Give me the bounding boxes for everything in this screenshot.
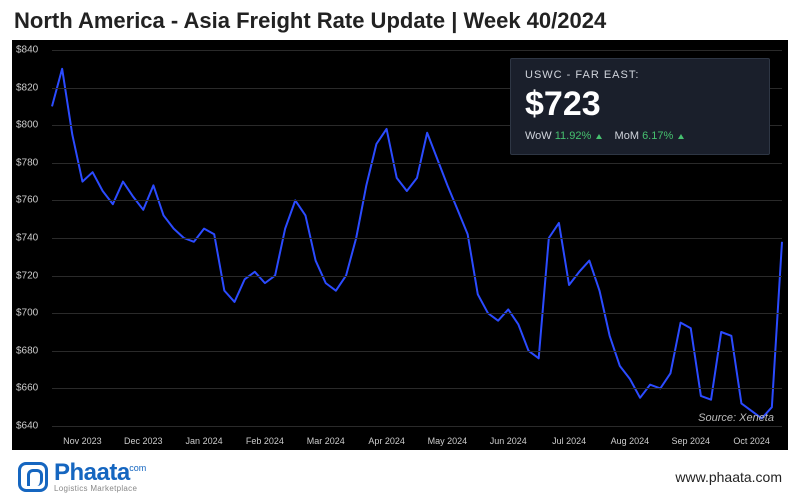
gridline (52, 50, 782, 51)
y-axis-label: $780 (16, 157, 38, 168)
arrow-up-icon (596, 134, 602, 139)
y-axis-label: $720 (16, 270, 38, 281)
logo-name: Phaata (54, 461, 130, 485)
x-axis-label: Jan 2024 (186, 436, 223, 446)
x-axis-label: May 2024 (428, 436, 468, 446)
gridline (52, 163, 782, 164)
chart-source: Source: Xeneta (698, 412, 774, 424)
x-axis-label: Feb 2024 (246, 436, 284, 446)
y-axis-label: $660 (16, 383, 38, 394)
y-axis: $840 $820 $800 $780 $760 $740 $720 $700 $680 $660… (12, 40, 52, 450)
arrow-up-icon (678, 134, 684, 139)
y-axis-label: $740 (16, 233, 38, 244)
x-axis-label: Aug 2024 (611, 436, 650, 446)
x-axis-label: Nov 2023 (63, 436, 102, 446)
y-axis-label: $680 (16, 345, 38, 356)
mom-value: 6.17% (642, 130, 673, 142)
footer: Phaata .com Logistics Marketplace www.ph… (0, 450, 800, 498)
x-axis-label: Mar 2024 (307, 436, 345, 446)
gridline (52, 200, 782, 201)
gridline (52, 276, 782, 277)
y-axis-label: $820 (16, 82, 38, 93)
x-axis-label: Jul 2024 (552, 436, 586, 446)
gridline (52, 313, 782, 314)
wow-value: 11.92% (555, 130, 592, 142)
gridline (52, 388, 782, 389)
info-stats: WoW 11.92% MoM 6.17% (525, 130, 755, 142)
wow-label: WoW (525, 130, 552, 142)
info-date: 2 OCT 2024 (661, 15, 764, 36)
y-axis-label: $840 (16, 45, 38, 56)
x-axis-label: Sep 2024 (671, 436, 710, 446)
brand-logo: Phaata .com Logistics Marketplace (18, 461, 146, 493)
gridline (52, 426, 782, 427)
y-axis-label: $700 (16, 308, 38, 319)
gridline (52, 238, 782, 239)
logo-com: .com (127, 464, 147, 473)
gridline (52, 351, 782, 352)
info-box: USWC - FAR EAST: $723 WoW 11.92% MoM 6.1… (510, 58, 770, 155)
logo-tagline: Logistics Marketplace (54, 485, 146, 493)
freight-rate-chart: $840 $820 $800 $780 $760 $740 $720 $700 $680 $660… (12, 40, 788, 450)
site-url: www.phaata.com (675, 469, 782, 485)
x-axis-label: Apr 2024 (368, 436, 405, 446)
x-axis-label: Dec 2023 (124, 436, 163, 446)
y-axis-label: $640 (16, 421, 38, 432)
phaata-logo-icon (18, 462, 48, 492)
x-axis-label: Oct 2024 (733, 436, 770, 446)
info-route-label: USWC - FAR EAST: (525, 69, 755, 81)
info-price: $723 (525, 85, 755, 124)
y-axis-label: $760 (16, 195, 38, 206)
y-axis-label: $800 (16, 120, 38, 131)
x-axis-label: Jun 2024 (490, 436, 527, 446)
x-axis: Nov 2023 Dec 2023 Jan 2024 Feb 2024 Mar 2024… (52, 430, 782, 450)
mom-label: MoM (615, 130, 639, 142)
